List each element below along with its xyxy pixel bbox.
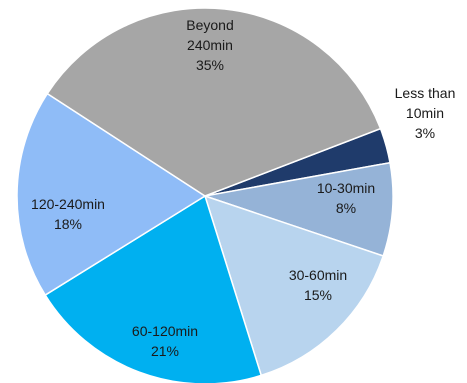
slice-label-line: 8% — [336, 200, 356, 216]
slice-label-line: 10min — [406, 105, 444, 121]
slice-label-3: 60-120min 21% — [132, 323, 198, 359]
slice-label-line: 30-60min — [289, 267, 347, 283]
slice-label-4: 120-240min 18% — [31, 196, 105, 232]
slice-label-line: 10-30min — [317, 180, 375, 196]
slice-label-line: 35% — [196, 57, 224, 73]
slice-label-line: 3% — [415, 125, 435, 141]
slice-label-line: Less than — [395, 85, 456, 101]
slice-label-line: Beyond — [186, 17, 233, 33]
slice-label-line: 15% — [304, 287, 332, 303]
slice-label-1: 10-30min 8% — [317, 180, 375, 216]
pie-slices — [16, 7, 394, 383]
slice-label-line: 60-120min — [132, 323, 198, 339]
pie-slice-2 — [203, 194, 385, 377]
slice-label-5: Beyond 240min 35% — [186, 17, 233, 73]
pie-slice-5 — [46, 7, 382, 197]
pie-slice-1 — [204, 161, 394, 257]
slice-label-2: 30-60min 15% — [289, 267, 347, 303]
slice-label-line: 240min — [187, 37, 233, 53]
pie-slice-4 — [16, 92, 207, 297]
pie-slice-3 — [44, 194, 263, 383]
pie-labels: Less than 10min 3% 10-30min 8% 30-60min 15% 60-… — [31, 17, 455, 359]
slice-label-0: Less than 10min 3% — [395, 85, 456, 141]
slice-label-line: 120-240min — [31, 196, 105, 212]
slice-label-line: 21% — [151, 343, 179, 359]
slice-label-line: 18% — [54, 216, 82, 232]
